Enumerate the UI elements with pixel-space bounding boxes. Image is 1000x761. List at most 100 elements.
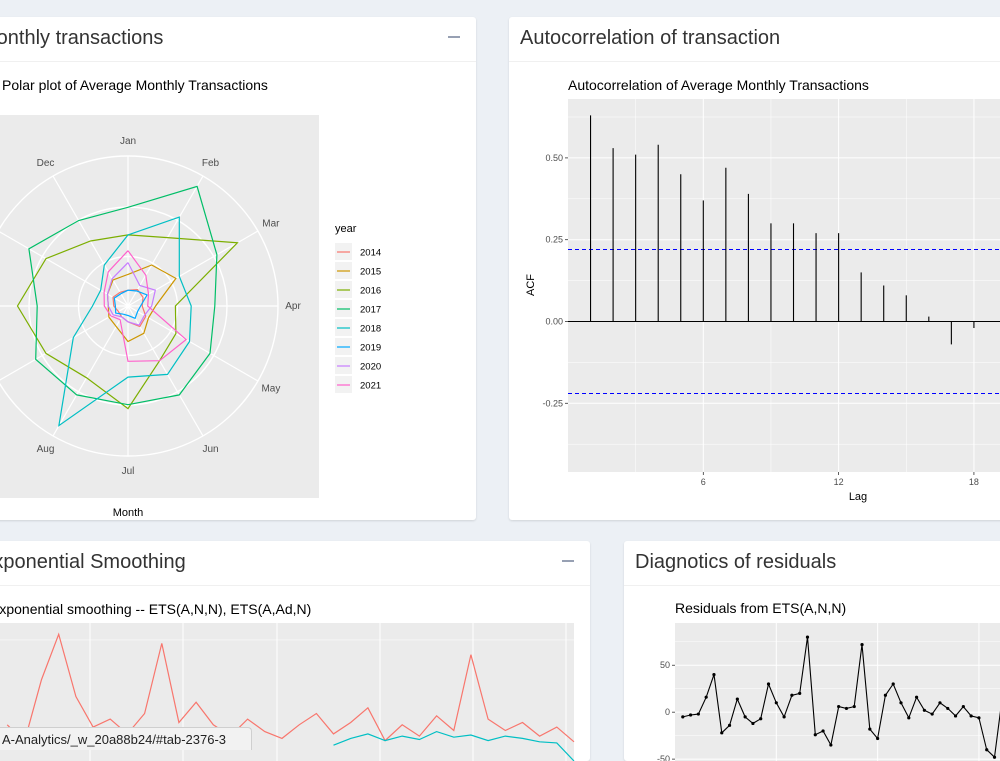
month-tick-label: Jan xyxy=(120,136,136,147)
legend-entry: 2017 xyxy=(360,305,381,316)
month-tick-label: Jun xyxy=(202,444,218,455)
residual-point xyxy=(712,673,716,677)
y-tick-label: 0.50 xyxy=(545,153,563,163)
series-line-2017 xyxy=(28,185,218,406)
series-line-2019 xyxy=(113,289,148,320)
legend-entry: 2014 xyxy=(360,248,381,259)
chart-title: Polar plot of Average Monthly Transactio… xyxy=(2,77,268,93)
polar-plot: Polar plot of Average Monthly Transactio… xyxy=(0,77,381,519)
spoke-gridline xyxy=(127,305,259,382)
residual-point xyxy=(953,714,958,718)
series-line-2016 xyxy=(16,234,239,410)
residuals-box: Diagnotics of residuals Residuals from E… xyxy=(624,541,1000,761)
ets-series-line-1 xyxy=(6,632,575,743)
series-line-2018 xyxy=(58,216,192,427)
autocorrelation-box: Autocorrelation of transaction Autocorre… xyxy=(509,17,1000,520)
residual-point xyxy=(759,717,763,721)
month-tick-label: Feb xyxy=(202,158,220,169)
spoke-gridline xyxy=(0,231,129,307)
residual-point xyxy=(704,695,708,699)
y-tick-label: 0 xyxy=(665,707,670,717)
y-tick-label: -50 xyxy=(657,754,670,761)
residual-point xyxy=(798,691,802,696)
month-tick-label: Aug xyxy=(37,444,55,455)
legend-title: year xyxy=(335,223,357,235)
ets-series-line-2 xyxy=(333,730,575,761)
y-tick-label: -0.25 xyxy=(542,398,563,408)
spoke-gridline xyxy=(52,305,129,437)
residual-point xyxy=(720,731,724,735)
legend-entry: 2016 xyxy=(360,286,381,297)
residual-point xyxy=(766,682,771,686)
month-tick-label: Apr xyxy=(285,301,301,312)
chart-title: Exponential smoothing -- ETS(A,N,N), ETS… xyxy=(0,601,311,617)
legend-entry: 2018 xyxy=(360,324,381,335)
minus-icon xyxy=(448,36,460,38)
chart-title: Autocorrelation of Average Monthly Trans… xyxy=(568,77,869,93)
chart-title: Residuals from ETS(A,N,N) xyxy=(675,600,846,616)
residual-point xyxy=(969,714,973,718)
residual-point xyxy=(977,716,981,720)
box-title: Diagnotics of residuals xyxy=(635,551,837,573)
x-tick-label: 18 xyxy=(969,477,979,487)
legend-entry: 2019 xyxy=(360,343,381,354)
residual-point xyxy=(727,723,732,727)
box-title: Exponential Smoothing xyxy=(0,551,186,573)
residual-point xyxy=(907,716,911,720)
minus-icon xyxy=(562,560,574,562)
residual-point xyxy=(891,682,895,686)
residual-point xyxy=(751,721,755,726)
residual-point xyxy=(868,727,872,731)
x-axis-label: Month xyxy=(113,507,144,519)
residual-point xyxy=(860,642,864,647)
collapse-button[interactable] xyxy=(558,551,578,571)
month-tick-label: Mar xyxy=(262,219,280,230)
legend-entry: 2020 xyxy=(360,362,381,373)
y-tick-label: 50 xyxy=(660,660,670,670)
residual-point xyxy=(883,693,888,697)
residual-point xyxy=(992,755,997,759)
box-header: Exponential Smoothing xyxy=(0,541,590,586)
residual-point xyxy=(774,701,778,705)
residual-point xyxy=(790,693,794,697)
residual-point xyxy=(914,695,919,699)
box-header: Monthly transactions xyxy=(0,17,476,62)
month-tick-label: May xyxy=(261,384,280,395)
acf-plot: Autocorrelation of Average Monthly Trans… xyxy=(525,77,1000,503)
y-tick-label: 0.00 xyxy=(545,316,563,326)
collapse-button[interactable] xyxy=(444,27,464,47)
residual-point xyxy=(829,743,833,747)
residual-point xyxy=(961,704,965,709)
x-tick-label: 6 xyxy=(701,477,706,487)
month-tick-label: Jul xyxy=(122,466,135,477)
box-title: Autocorrelation of transaction xyxy=(520,27,781,49)
x-axis-label: Lag xyxy=(849,491,867,503)
residual-point xyxy=(813,733,817,737)
residual-point xyxy=(821,729,825,733)
spoke-gridline xyxy=(127,305,204,437)
residuals-plot: Residuals from ETS(A,N,N) -50 0 50 xyxy=(657,600,1000,761)
residual-point xyxy=(782,715,786,719)
series-line-2020 xyxy=(106,262,157,326)
x-tick-label: 12 xyxy=(834,477,844,487)
month-tick-label: Dec xyxy=(37,158,55,169)
residual-point xyxy=(852,704,856,709)
residual-point xyxy=(930,712,934,716)
box-header: Autocorrelation of transaction xyxy=(509,17,1000,62)
spoke-gridline xyxy=(127,175,204,307)
box-title: Monthly transactions xyxy=(0,27,164,49)
residual-point xyxy=(696,712,700,716)
panel-background xyxy=(568,99,1000,472)
residual-point xyxy=(805,635,810,639)
residual-point xyxy=(743,715,747,719)
residual-point xyxy=(899,701,903,705)
residual-point xyxy=(688,713,693,717)
legend-entry: 2021 xyxy=(360,381,381,392)
legend-entry: 2015 xyxy=(360,267,381,278)
residual-point xyxy=(876,736,880,741)
residual-point xyxy=(735,697,739,701)
series-line-2021 xyxy=(103,250,188,362)
spoke-gridline xyxy=(0,305,129,381)
box-header: Diagnotics of residuals xyxy=(624,541,1000,586)
status-bar-url: A-Analytics/_w_20a88b24/#tab-2376-3 xyxy=(0,727,252,750)
